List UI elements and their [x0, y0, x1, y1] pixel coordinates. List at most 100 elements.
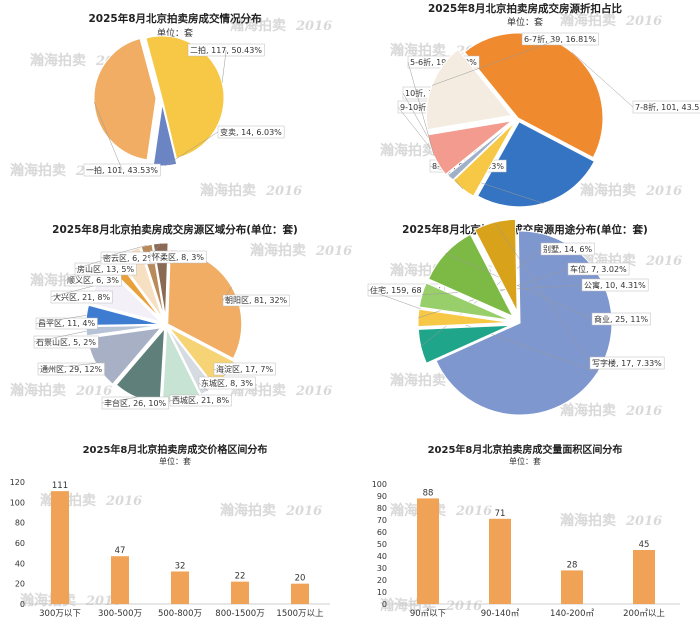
chart-title: 2025年8月北京拍卖房成交情况分布 [88, 12, 262, 25]
pie-leader-line [149, 243, 161, 258]
chart-title: 2025年8月北京拍卖房成交房源区域分布(单位：套) [52, 223, 298, 236]
y-tick-label: 0 [382, 600, 387, 609]
pie-leader-line [35, 315, 87, 324]
y-tick-label: 100 [10, 498, 25, 507]
pie-slice [447, 120, 515, 181]
y-tick-label: 80 [15, 519, 25, 528]
pie-data-label: 海淀区, 17, 7% [216, 364, 273, 374]
y-tick-label: 120 [10, 478, 25, 487]
pie-leader-line [431, 38, 561, 86]
bar-data-label: 32 [175, 561, 186, 571]
pie-data-label: 昌平区, 11, 4% [38, 319, 95, 328]
pie-data-label: 变卖, 14, 6.03% [220, 127, 282, 137]
pie-data-label: 西城区, 21, 8% [172, 396, 229, 405]
pie-data-label: 密云区, 6, 2% [103, 253, 155, 263]
pie-leader-line [37, 363, 96, 370]
pie-slice [93, 37, 157, 161]
bar-data-label: 88 [423, 488, 434, 498]
pie-data-label: 写字楼, 17, 7.33% [592, 358, 662, 368]
bar-data-label: 47 [115, 546, 126, 556]
pie-chart-3: 2025年8月北京拍卖房成交房源区域分布(单位：套) 朝阳区, 81, 32% 海淀… [33, 223, 298, 410]
x-tick-label: 1500万以上 [276, 609, 324, 619]
pie-data-label: 通州区, 29, 12% [40, 364, 103, 374]
pie-leader-line [169, 400, 182, 402]
bar [561, 570, 583, 604]
y-tick-label: 30 [377, 564, 387, 573]
bar [633, 550, 655, 604]
pie-leader-line [221, 49, 227, 83]
y-tick-label: 70 [377, 516, 387, 525]
y-tick-label: 0 [20, 600, 25, 609]
pie-leader-line [421, 284, 583, 296]
x-tick-label: 500-800万 [158, 609, 202, 619]
pie-leader-line [164, 131, 219, 167]
pie-leader-line [222, 286, 232, 301]
pie-data-label: 石景山区, 5, 2% [36, 337, 96, 347]
y-tick-label: 40 [15, 559, 25, 568]
pie-leader-line [213, 368, 226, 376]
bar-data-label: 45 [639, 540, 650, 550]
pie-slice [476, 121, 596, 208]
pie-leader-line [33, 330, 87, 343]
pie-slice [418, 282, 511, 321]
pie-data-label: 5-6折, 19, 8.19% [410, 57, 477, 67]
x-tick-label: 300-500万 [98, 609, 142, 619]
pie-leader-line [100, 245, 147, 259]
pie-leader-line [198, 382, 208, 392]
bar [111, 556, 129, 604]
y-tick-label: 60 [377, 528, 387, 537]
pie-leader-line [101, 397, 137, 404]
x-tick-label: 140-200㎡ [550, 609, 595, 619]
y-tick-label: 40 [377, 552, 387, 561]
x-tick-label: 90-140㎡ [481, 609, 520, 619]
y-tick-label: 100 [372, 480, 387, 489]
pie-data-label: 房山区, 13, 5% [77, 264, 134, 274]
pie-data-label: 商业, 25, 11% [594, 314, 649, 324]
y-tick-label: 60 [15, 539, 25, 548]
y-tick-label: 90 [377, 492, 387, 501]
pie-slice [452, 121, 516, 197]
bar [51, 491, 69, 604]
y-tick-label: 20 [15, 580, 25, 589]
bar [291, 583, 309, 604]
pie-slice [145, 35, 225, 159]
x-tick-label: 300万以下 [39, 609, 81, 619]
chart-subtitle: 单位：套 [509, 456, 541, 466]
chart-subtitle: 单位：套 [507, 16, 543, 28]
pie-data-label: 公寓, 10, 4.31% [584, 280, 646, 290]
pie-data-label: 大兴区, 21, 8% [53, 292, 110, 302]
pie-data-label: 东城区, 8, 3% [201, 378, 253, 388]
pie-leader-line [50, 284, 97, 298]
pie-data-label: 别墅, 14, 6% [543, 244, 592, 254]
pie-data-label: 丰台区, 26, 10% [104, 398, 167, 408]
bar [171, 571, 189, 604]
x-tick-label: 90㎡以下 [410, 609, 447, 619]
bar-data-label: 20 [295, 574, 306, 584]
pie-leader-line [445, 252, 593, 320]
y-tick-label: 80 [377, 504, 387, 513]
chart-title: 2025年8月北京拍卖房成交量面积区间分布 [428, 443, 623, 456]
y-tick-label: 20 [377, 576, 387, 585]
bar-data-label: 28 [567, 560, 578, 570]
pie-data-label: 车位, 7, 3.02% [570, 264, 627, 274]
y-tick-label: 10 [377, 588, 387, 597]
bar-data-label: 71 [495, 509, 506, 519]
chart-title: 2025年8月北京拍卖房成交价格区间分布 [83, 443, 268, 456]
pie-leader-line [407, 61, 435, 156]
pie-leader-line [571, 52, 634, 108]
chart-subtitle: 单位：套 [159, 456, 191, 466]
pie-chart-4: 2025年8月北京拍卖房成交房源用途分布(单位：套) 住宅, 159, 68.53… [367, 218, 665, 416]
bar-data-label: 22 [235, 572, 246, 582]
pie-data-label: 朝阳区, 81, 32% [225, 296, 288, 305]
chart-title: 2025年8月北京拍卖房成交房源折扣占比 [428, 2, 623, 15]
pie-data-label: 7-8折, 101, 43.53% [635, 102, 700, 112]
y-tick-label: 50 [377, 540, 387, 549]
bar-data-label: 111 [52, 481, 68, 491]
bar [489, 518, 511, 604]
bar [231, 581, 249, 604]
x-tick-label: 800-1500万 [215, 609, 264, 619]
